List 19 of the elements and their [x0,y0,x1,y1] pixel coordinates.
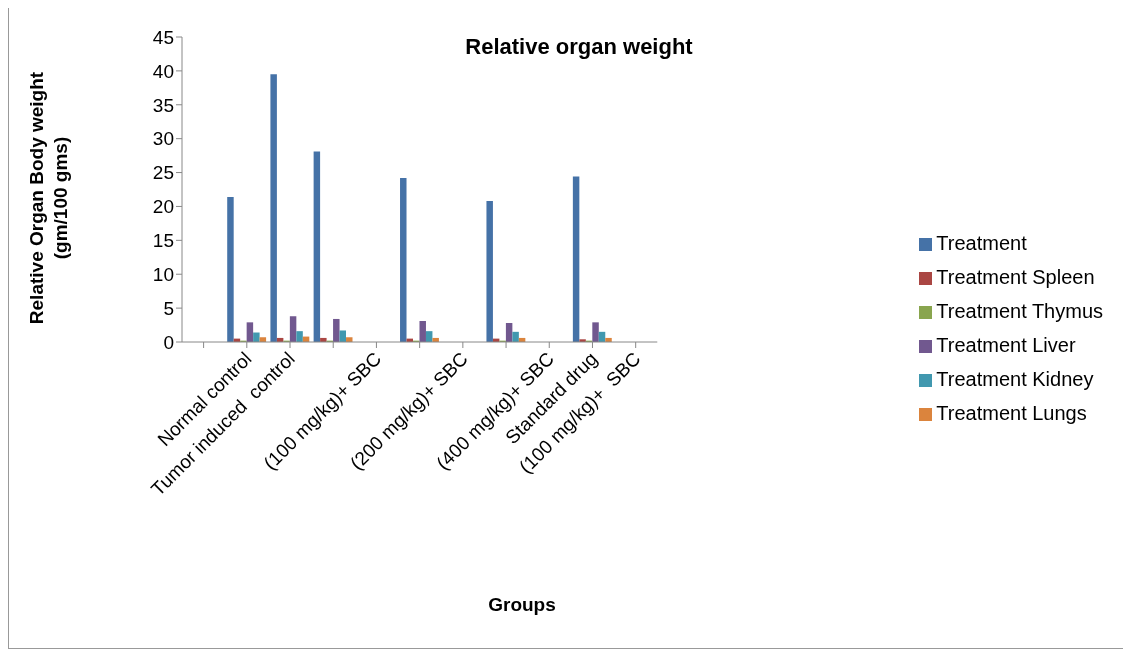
y-tick-label: 35 [152,94,174,116]
y-tick-label: 0 [163,331,174,353]
legend-label: Treatment Kidney [936,368,1094,390]
y-tick-label: 5 [163,297,174,319]
legend-label: Treatment Liver [936,334,1076,356]
y-tick-label: 20 [152,196,174,218]
y-tick-label: 30 [152,128,174,150]
y-tick-label: 10 [152,263,174,285]
legend-label: Treatment Thymus [936,300,1103,322]
y-axis-title: Relative Organ Body weight (gm/100 gms) [25,70,72,327]
legend-label: Treatment [936,232,1027,254]
y-tick-label: 40 [152,60,174,82]
legend-label: Treatment Spleen [936,266,1095,288]
x-axis-title: Groups [487,594,557,616]
legend-label: Treatment Lungs [936,402,1087,424]
y-tick-label: 25 [152,162,174,184]
y-tick-label: 45 [152,26,174,48]
y-tick-label: 15 [152,230,174,252]
chart-title: Relative organ weight [464,34,694,60]
